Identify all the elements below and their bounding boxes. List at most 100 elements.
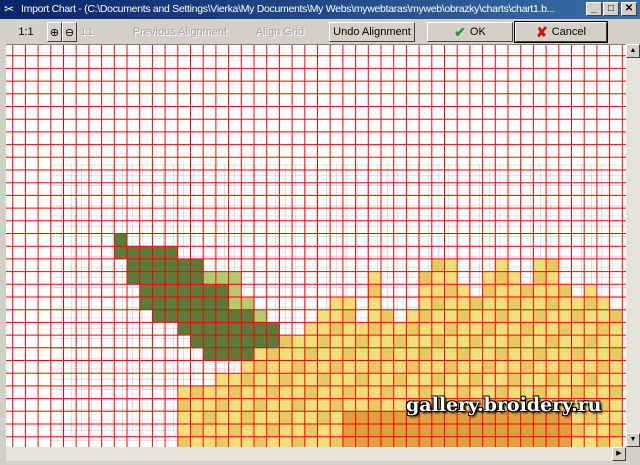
stitch-cell — [342, 436, 356, 447]
stitch-cell — [508, 271, 521, 285]
stitch-cell — [139, 297, 153, 310]
stitch-cell — [520, 309, 534, 323]
stitch-cell — [431, 335, 445, 348]
stitch-cell — [215, 309, 229, 323]
stitch-cell — [457, 347, 470, 361]
undo-alignment-button[interactable]: Undo Alignment — [329, 22, 415, 42]
scroll-right-arrow[interactable]: ▶ — [612, 447, 626, 461]
stitch-cell — [317, 347, 331, 361]
cancel-button[interactable]: ✘ Cancel — [514, 21, 608, 43]
stitch-cell — [266, 322, 280, 336]
minimize-button[interactable]: _ — [586, 2, 602, 16]
maximize-button[interactable]: □ — [603, 2, 619, 16]
stitch-cell — [482, 322, 496, 336]
stitch-cell — [266, 335, 280, 348]
stitch-cell — [482, 271, 496, 285]
stitch-cell — [254, 347, 267, 361]
stitch-cell — [190, 398, 204, 412]
stitch-cell — [571, 322, 585, 336]
stitch-cell — [495, 309, 508, 323]
stitch-cell — [584, 398, 597, 412]
stitch-cell — [241, 360, 254, 374]
stitch-cell — [190, 258, 204, 272]
stitch-cell — [533, 271, 547, 285]
stitch-cell — [596, 385, 610, 399]
stitch-cell — [292, 335, 305, 348]
stitch-cell — [215, 284, 229, 297]
stitch-cell — [609, 424, 623, 437]
close-button[interactable]: ✕ — [621, 2, 637, 16]
stitch-cell — [469, 335, 483, 348]
stitch-cell — [482, 360, 496, 374]
stitch-cell — [177, 322, 191, 336]
stitch-cell — [254, 411, 267, 424]
stitch-cell — [444, 360, 458, 374]
stitch-cell — [177, 297, 191, 310]
stitch-cell — [584, 335, 597, 348]
stitch-cell — [228, 284, 242, 297]
stitch-cell — [444, 373, 458, 386]
stitch-cell — [228, 436, 242, 447]
stitch-cell — [431, 360, 445, 374]
zoom-in-button[interactable]: ⊕ — [47, 22, 62, 42]
stitch-cell — [444, 284, 458, 297]
stitch-cell — [444, 335, 458, 348]
stitch-cell — [431, 385, 445, 399]
stitch-cell — [203, 297, 216, 310]
stitch-cell — [546, 373, 559, 386]
stitch-cell — [533, 436, 547, 447]
stitch-cell — [177, 411, 191, 424]
stitch-cell — [165, 271, 178, 285]
fit-button[interactable]: 1:1 — [80, 27, 94, 37]
stitch-cell — [355, 373, 369, 386]
stitch-cell — [571, 398, 585, 412]
stitch-cell — [596, 436, 610, 447]
stitch-cell — [406, 411, 420, 424]
stitch-cell — [304, 436, 318, 447]
stitch-cell — [584, 360, 597, 374]
stitch-cell — [203, 309, 216, 323]
stitch-cell — [368, 271, 381, 285]
stitch-cell — [444, 297, 458, 310]
stitch-cell — [304, 424, 318, 437]
stitch-cell — [609, 360, 623, 374]
stitch-cell — [381, 385, 394, 399]
scroll-up-arrow[interactable]: ▲ — [626, 44, 640, 58]
stitch-cell — [330, 373, 343, 386]
stitch-cell — [241, 309, 254, 323]
stitch-cell — [533, 335, 547, 348]
stitch-cell — [342, 424, 356, 437]
stitch-cell — [457, 335, 470, 348]
ok-button[interactable]: ✔ OK — [427, 22, 513, 42]
stitch-cell — [558, 335, 572, 348]
zoom-out-button[interactable]: ⊖ — [62, 22, 77, 42]
stitch-cell — [190, 436, 204, 447]
stitch-cell — [546, 258, 559, 272]
chart-canvas[interactable]: gallery.broidery.ru — [6, 44, 626, 447]
stitch-cell — [241, 411, 254, 424]
stitch-cell — [165, 258, 178, 272]
stitch-cell — [609, 322, 623, 336]
stitch-cell — [355, 322, 369, 336]
stitch-cell — [482, 347, 496, 361]
stitch-cell — [330, 436, 343, 447]
stitch-cell — [114, 246, 127, 259]
stitch-cell — [330, 297, 343, 310]
stitch-cell — [241, 322, 254, 336]
scroll-down-arrow[interactable]: ▼ — [626, 433, 640, 447]
vertical-scrollbar[interactable]: ▲ ▼ — [626, 44, 640, 447]
align-grid-button[interactable]: Align Grid — [255, 26, 305, 38]
chart-image[interactable] — [6, 45, 626, 447]
stitch-cell — [266, 373, 280, 386]
stitch-cell — [609, 385, 623, 399]
stitch-cell — [533, 385, 547, 399]
app-icon: ✂ — [4, 2, 15, 16]
stitch-cell — [368, 335, 381, 348]
stitch-cell — [355, 347, 369, 361]
previous-alignment-button[interactable]: Previous Alignment — [132, 26, 228, 38]
stitch-cell — [444, 398, 458, 412]
stitch-cell — [558, 297, 572, 310]
horizontal-scrollbar[interactable]: ▶ — [6, 447, 626, 461]
stitch-cell — [571, 385, 585, 399]
zoom-1-1-button[interactable]: 1:1 — [18, 26, 34, 38]
